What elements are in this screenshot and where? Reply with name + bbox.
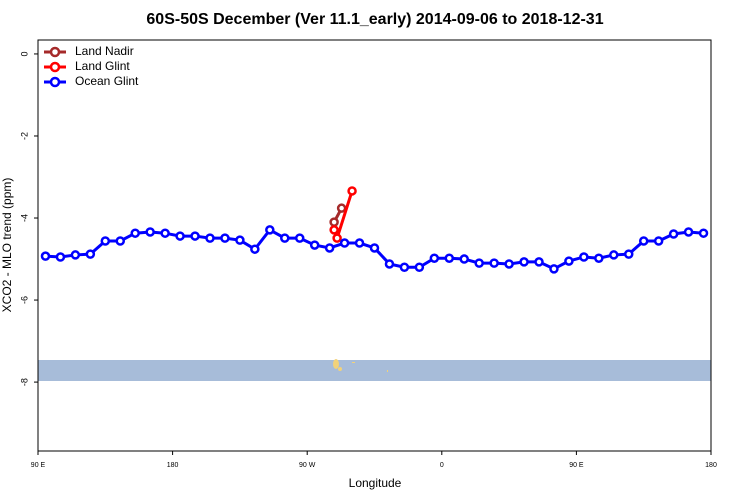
data-point xyxy=(329,225,339,235)
x-tick-label: 90 E xyxy=(569,462,584,469)
data-point xyxy=(474,258,484,268)
land-speck xyxy=(338,367,342,371)
data-point xyxy=(698,228,709,238)
data-point xyxy=(384,259,395,269)
data-point xyxy=(85,249,96,259)
data-point xyxy=(130,228,140,238)
data-point xyxy=(489,258,499,268)
data-point xyxy=(564,256,574,266)
y-tick-label: -8 xyxy=(19,378,29,386)
data-point xyxy=(40,251,51,261)
data-point xyxy=(414,262,425,272)
plot-frame xyxy=(37,39,712,452)
data-point xyxy=(668,229,679,239)
legend-label: Ocean Glint xyxy=(75,74,139,88)
data-point xyxy=(399,262,410,272)
legend-marker xyxy=(49,61,61,73)
data-point xyxy=(115,236,126,246)
data-point xyxy=(220,233,230,243)
y-tick-label: 0 xyxy=(19,51,29,56)
data-point xyxy=(594,253,604,263)
data-point xyxy=(70,250,81,260)
chart-title: 60S-50S December (Ver 11.1_early) 2014-0… xyxy=(146,11,603,28)
data-point xyxy=(549,264,559,274)
y-tick-label: -6 xyxy=(19,296,29,304)
data-point xyxy=(145,227,155,237)
data-point xyxy=(609,250,619,260)
data-point xyxy=(235,235,245,245)
y-axis-label: XCO2 - MLO trend (ppm) xyxy=(0,178,14,313)
data-point xyxy=(504,259,514,269)
land-speck xyxy=(352,362,355,363)
land-speck xyxy=(387,370,388,372)
legend-marker xyxy=(49,76,61,88)
data-point xyxy=(332,233,342,243)
data-point xyxy=(369,243,380,253)
data-point xyxy=(444,253,455,263)
data-point xyxy=(339,238,350,248)
data-point xyxy=(579,252,589,262)
data-point xyxy=(683,227,694,237)
data-point xyxy=(653,236,664,246)
y-tick-label: -2 xyxy=(19,132,29,140)
data-point xyxy=(459,254,469,264)
data-point xyxy=(309,240,320,250)
map-strip xyxy=(38,360,711,381)
land-speck xyxy=(333,359,339,369)
data-point xyxy=(336,203,347,213)
x-tick-label: 0 xyxy=(440,462,444,469)
data-point xyxy=(265,225,275,235)
y-tick-label: -4 xyxy=(19,214,29,222)
legend-label: Land Nadir xyxy=(75,44,134,58)
data-point xyxy=(638,236,649,246)
data-point xyxy=(294,233,305,243)
data-point xyxy=(429,253,440,263)
data-point xyxy=(329,217,339,227)
x-axis-label: Longitude xyxy=(349,476,402,490)
legend-label: Land Glint xyxy=(75,59,130,73)
data-point xyxy=(205,233,215,243)
data-point xyxy=(100,236,111,246)
data-point xyxy=(250,244,260,254)
legend-marker xyxy=(49,46,61,58)
x-tick-label: 90 W xyxy=(299,462,316,469)
data-point xyxy=(160,228,170,238)
x-tick-label: 90 E xyxy=(31,462,46,469)
data-point xyxy=(623,249,634,259)
data-point xyxy=(519,257,529,267)
x-tick-label: 180 xyxy=(167,462,179,469)
data-point xyxy=(55,252,66,262)
data-point xyxy=(347,186,357,196)
data-point xyxy=(190,231,200,241)
data-point xyxy=(280,233,290,243)
data-point xyxy=(175,231,185,241)
data-point xyxy=(354,238,365,248)
data-point xyxy=(534,257,544,267)
x-tick-label: 180 xyxy=(705,462,717,469)
data-point xyxy=(324,243,335,253)
